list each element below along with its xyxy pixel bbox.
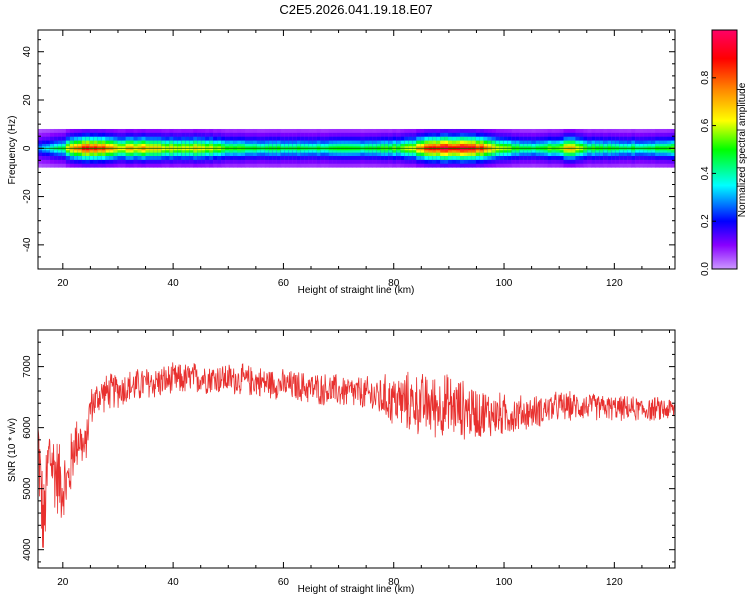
y-tick-label: 40 <box>22 46 33 58</box>
spectrogram-xlabel: Height of straight line (km) <box>298 285 415 296</box>
x-tick-label: 80 <box>388 278 400 289</box>
x-tick-label: 100 <box>496 278 513 289</box>
spectrogram-frame <box>37 29 676 270</box>
spectrogram-cell <box>675 141 680 156</box>
colorbar-ticks: 0.0 0.2 0.4 0.6 0.8 <box>700 70 716 276</box>
y-tick-label: 6000 <box>22 416 33 439</box>
y-tick-label: 0 <box>22 145 33 151</box>
snr-panel: 20 40 60 80 100 120 4000 5000 6000 7000 Height of… <box>7 329 676 595</box>
colorbar-tick-label: 0.2 <box>700 214 711 228</box>
spectrogram-ticks: 20 40 60 80 100 120 -40 -20 0 20 40 <box>22 30 675 289</box>
colorbar-tick-label: 0.4 <box>700 166 711 180</box>
y-tick-label: -40 <box>22 237 33 252</box>
colorbar-label: Normalized spectral amplitude <box>737 82 748 217</box>
colorbar-tick-label: 0.0 <box>700 262 711 276</box>
spectrogram-cell <box>675 137 680 160</box>
spectrogram-cell <box>675 133 680 164</box>
y-tick-label: 5000 <box>22 477 33 500</box>
x-tick-label: 20 <box>57 278 69 289</box>
colorbar: 0.0 0.2 0.4 0.6 0.8 Normalized spectral ampl… <box>700 29 748 276</box>
snr-frame <box>37 329 676 569</box>
spectrogram-panel: 20 40 60 80 100 120 -40 -20 0 20 40 Height of stra… <box>7 29 680 296</box>
snr-ticks: 20 40 60 80 100 120 4000 5000 6000 7000 <box>22 330 675 588</box>
x-tick-label: 60 <box>278 278 290 289</box>
x-tick-label: 60 <box>278 577 290 588</box>
y-tick-label: 4000 <box>22 538 33 561</box>
spectrogram-ylabel: Frequency (Hz) <box>7 116 18 185</box>
snr-xlabel: Height of straight line (km) <box>298 584 415 595</box>
spectrogram-cell <box>675 146 680 150</box>
snr-ylabel: SNR (10 * v/v) <box>7 418 18 482</box>
y-tick-label: -20 <box>22 189 33 204</box>
x-tick-label: 40 <box>168 278 180 289</box>
x-tick-label: 100 <box>496 577 513 588</box>
spectrogram-cell <box>675 144 680 153</box>
spectrogram-cell <box>675 129 680 168</box>
colorbar-scale <box>711 29 738 270</box>
x-tick-label: 120 <box>606 577 623 588</box>
snr-series-line <box>38 362 675 548</box>
x-tick-label: 80 <box>388 577 400 588</box>
y-tick-label: 20 <box>22 94 33 106</box>
x-tick-label: 40 <box>168 577 180 588</box>
x-tick-label: 20 <box>57 577 69 588</box>
spectrogram-band <box>38 128 680 168</box>
x-tick-label: 120 <box>606 278 623 289</box>
figure-title: C2E5.2026.041.19.18.E07 <box>279 2 432 17</box>
colorbar-tick-label: 0.8 <box>700 70 711 84</box>
y-tick-label: 7000 <box>22 355 33 378</box>
colorbar-tick-label: 0.6 <box>700 118 711 132</box>
